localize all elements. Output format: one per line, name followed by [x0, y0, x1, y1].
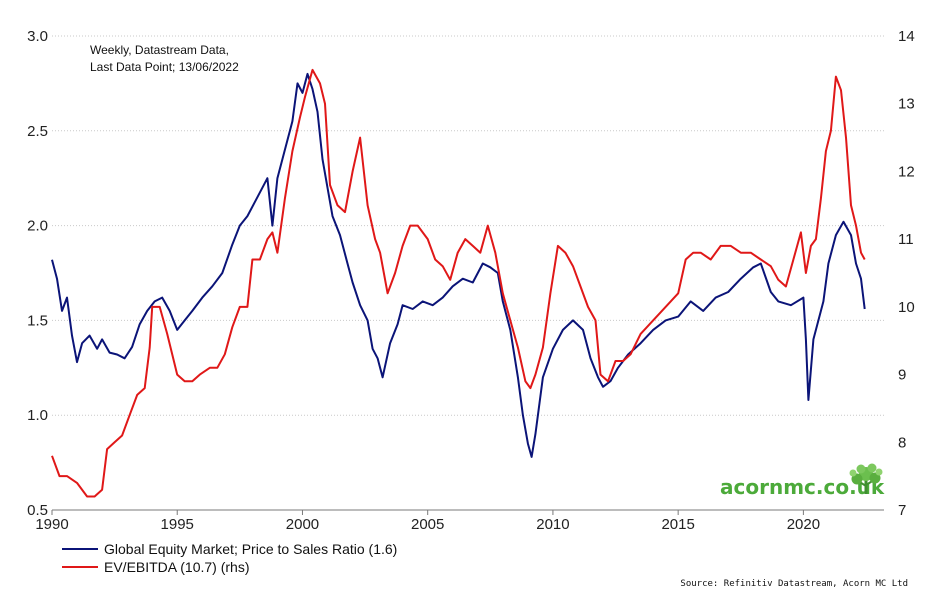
legend-label-price-to-sales: Global Equity Market; Price to Sales Rat…: [104, 541, 397, 557]
y-right-tick-label: 13: [898, 96, 915, 113]
series-lines: [51, 68, 866, 498]
x-tick-label: 2020: [787, 516, 820, 533]
chart-note-line-2: Last Data Point; 13/06/2022: [90, 60, 239, 74]
y-right-tick-label: 11: [898, 231, 914, 248]
x-tick-label: 2005: [411, 516, 444, 533]
y-left-tick-label: 2.5: [27, 123, 48, 140]
x-tick-label: 1995: [161, 516, 194, 533]
legend-label-ev-ebitda: EV/EBITDA (10.7) (rhs): [104, 559, 249, 575]
y-left-tick-label: 0.5: [27, 502, 48, 519]
x-tick-label: 2010: [536, 516, 569, 533]
y-right-tick-label: 9: [898, 367, 906, 384]
y-left-tick-label: 2.0: [27, 218, 48, 235]
y-right-tick-label: 8: [898, 434, 906, 451]
tree-icon: [849, 463, 883, 494]
y-right-tick-label: 7: [898, 502, 906, 519]
grid-lines: [52, 35, 884, 511]
y-left-tick-label: 1.0: [27, 407, 48, 424]
y-left-tick-label: 1.5: [27, 312, 48, 329]
chart-note-line-1: Weekly, Datastream Data,: [90, 43, 229, 57]
axes: 0.5 1.0 1.5 2.0 2.5 3.0 7 8 9 10 11 12 13 14 1990 1995 2…: [27, 28, 915, 533]
series-line-ev-ebitda: [51, 68, 866, 498]
y-right-tick-label: 14: [898, 28, 915, 45]
y-right-tick-label: 12: [898, 163, 915, 180]
source-note: Source: Refinitiv Datastream, Acorn MC L…: [680, 579, 908, 589]
x-tick-label: 2015: [661, 516, 694, 533]
legend: Global Equity Market; Price to Sales Rat…: [62, 541, 397, 575]
x-tick-label: 1990: [35, 516, 68, 533]
series-line-price-to-sales: [51, 72, 866, 458]
y-right-tick-label: 10: [898, 299, 915, 316]
y-left-tick-label: 3.0: [27, 28, 48, 45]
x-tick-label: 2000: [286, 516, 319, 533]
